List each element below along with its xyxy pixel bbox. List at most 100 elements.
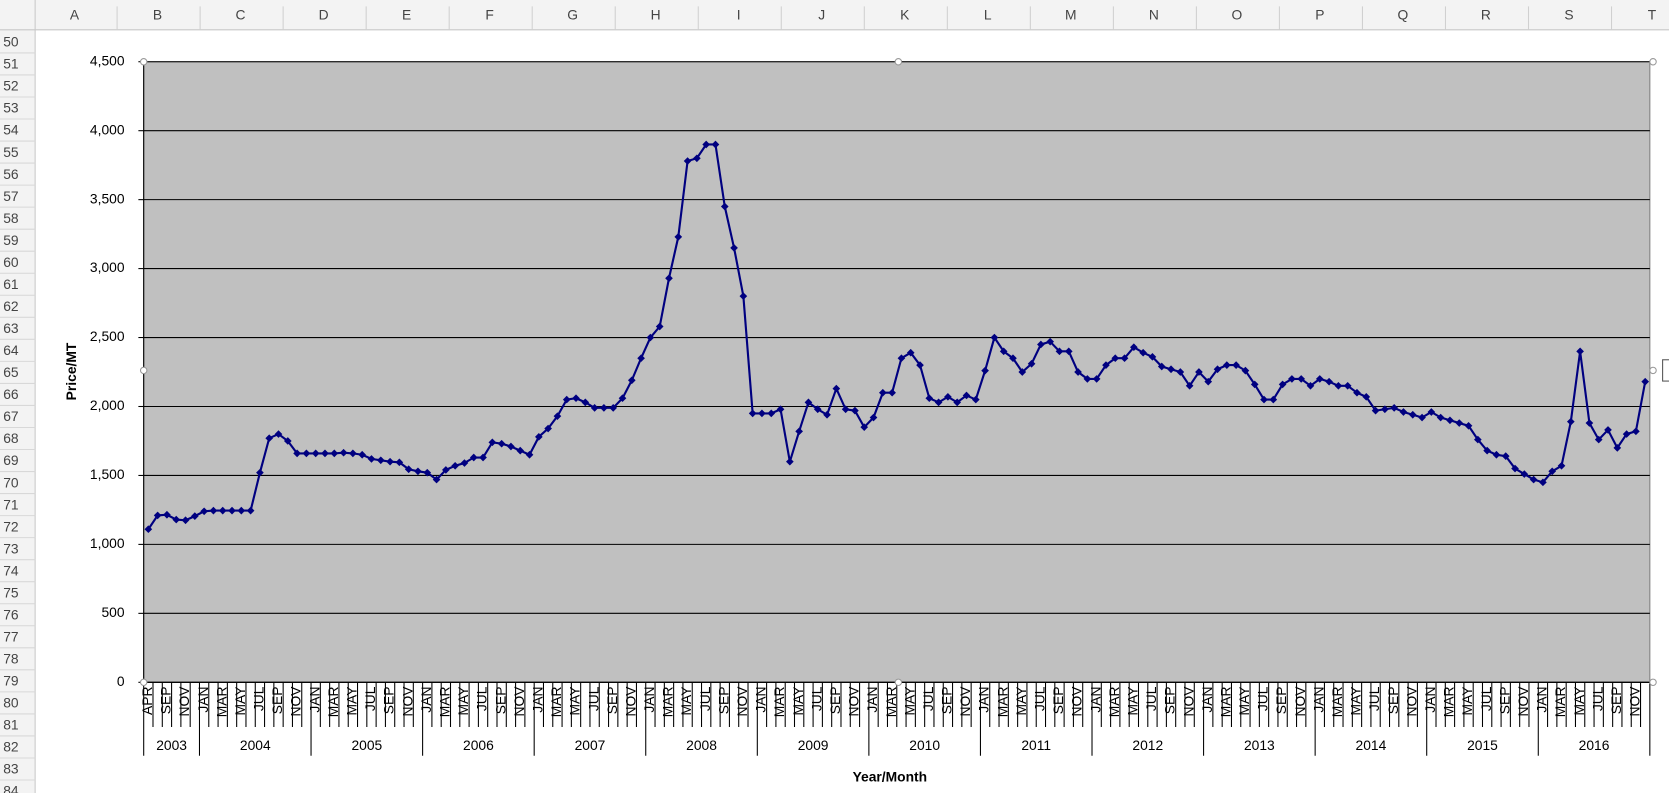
data-point: [739, 292, 748, 301]
x-tick-label: NOV: [1403, 686, 1419, 717]
data-point: [823, 410, 831, 419]
data-point: [163, 510, 171, 519]
x-tick-label: SEP: [1496, 687, 1512, 715]
row-header: 72: [3, 518, 18, 534]
y-tick-label: 1,500: [90, 466, 125, 482]
data-point: [832, 384, 841, 393]
x-tick-label: NOV: [1627, 686, 1643, 717]
row-header: 54: [3, 122, 19, 138]
data-point: [376, 456, 385, 465]
x-tick-label: MAY: [455, 687, 471, 716]
data-point: [655, 322, 664, 331]
column-header: M: [1065, 7, 1077, 23]
data-point: [153, 511, 162, 520]
data-point: [813, 405, 822, 414]
year-label: 2016: [1579, 737, 1610, 753]
column-header: B: [153, 7, 162, 23]
row-header: 60: [3, 254, 19, 270]
data-point: [423, 468, 432, 477]
data-point: [1232, 361, 1240, 369]
data-point: [1455, 419, 1464, 427]
row-header: 70: [3, 474, 19, 490]
row-header: 57: [3, 188, 18, 204]
row-header: 63: [3, 320, 19, 336]
data-point: [479, 453, 487, 462]
x-tick-label: NOV: [1069, 686, 1085, 717]
column-header: I: [737, 7, 741, 23]
x-tick-label: MAY: [1459, 687, 1475, 716]
column-header: N: [1149, 7, 1159, 23]
data-point: [730, 244, 738, 252]
row-header: 58: [3, 210, 19, 226]
data-point: [711, 140, 720, 149]
data-point: [144, 525, 153, 534]
x-tick-label: NOV: [622, 686, 638, 717]
x-tick-label: MAR: [1217, 687, 1233, 718]
x-tick-label: JUL: [1478, 686, 1494, 711]
x-tick-label: MAR: [994, 687, 1010, 718]
year-label: 2009: [798, 737, 829, 753]
chart-object[interactable]: Price/MT Year/Month 0 500 1,000 1,500 2,000 2…: [39, 31, 1669, 791]
data-point: [246, 506, 255, 515]
year-label: 2007: [575, 737, 606, 753]
x-tick-label: NOV: [1180, 686, 1196, 717]
x-tick-label: SEP: [1608, 687, 1624, 715]
row-header: 52: [3, 78, 18, 94]
data-point: [256, 468, 264, 477]
y-tick-label: 1,000: [90, 535, 125, 551]
column-header: R: [1481, 7, 1491, 23]
data-point: [1009, 354, 1017, 363]
x-tick-label: JAN: [976, 687, 992, 713]
x-tick-label: JUL: [474, 686, 490, 711]
data-point: [962, 391, 971, 400]
y-tick-label: 3,000: [90, 259, 125, 275]
x-axis-title: Year/Month: [853, 769, 928, 785]
data-point: [1195, 368, 1203, 376]
row-header: 77: [3, 629, 18, 645]
row-header: 56: [3, 166, 19, 182]
data-point: [683, 157, 692, 165]
column-header: K: [900, 7, 910, 23]
data-point: [414, 467, 422, 476]
year-label: 2014: [1356, 737, 1387, 753]
column-header: C: [236, 7, 246, 23]
data-point: [786, 457, 794, 466]
data-point: [971, 395, 980, 404]
row-header: 84: [3, 783, 19, 793]
x-tick-label: MAR: [437, 687, 453, 718]
data-point: [488, 438, 497, 447]
year-label: 2006: [463, 737, 494, 753]
data-point: [1548, 467, 1557, 476]
year-label: 2011: [1021, 737, 1051, 753]
column-header: D: [319, 7, 329, 23]
data-point: [209, 506, 218, 515]
x-tick-label: MAR: [1441, 687, 1457, 718]
data-point: [851, 406, 859, 415]
x-tick-label: JAN: [195, 687, 211, 713]
x-tick-label: MAR: [213, 687, 229, 718]
x-tick-label: JUL: [697, 686, 713, 711]
data-point: [600, 404, 608, 412]
x-tick-label: NOV: [399, 686, 415, 717]
x-tick-label: MAR: [1106, 687, 1122, 718]
column-header: E: [402, 7, 411, 23]
column-header: T: [1648, 7, 1657, 23]
data-point: [321, 449, 329, 458]
data-point: [720, 202, 729, 211]
resize-handle: [1649, 678, 1657, 687]
chart-tab-handle: [1662, 359, 1669, 382]
x-tick-label: SEP: [492, 687, 508, 715]
row-header: 73: [3, 540, 19, 556]
y-tick-label: 2,000: [90, 397, 125, 413]
column-header: P: [1315, 7, 1324, 23]
data-point: [1167, 365, 1175, 374]
data-point: [283, 437, 292, 445]
row-header: 83: [3, 761, 19, 777]
x-tick-label: MAY: [678, 687, 694, 716]
data-point: [525, 450, 534, 459]
row-header: 50: [3, 34, 19, 50]
data-point: [432, 475, 441, 484]
x-tick-label: JAN: [1310, 687, 1326, 713]
data-point: [442, 466, 450, 474]
